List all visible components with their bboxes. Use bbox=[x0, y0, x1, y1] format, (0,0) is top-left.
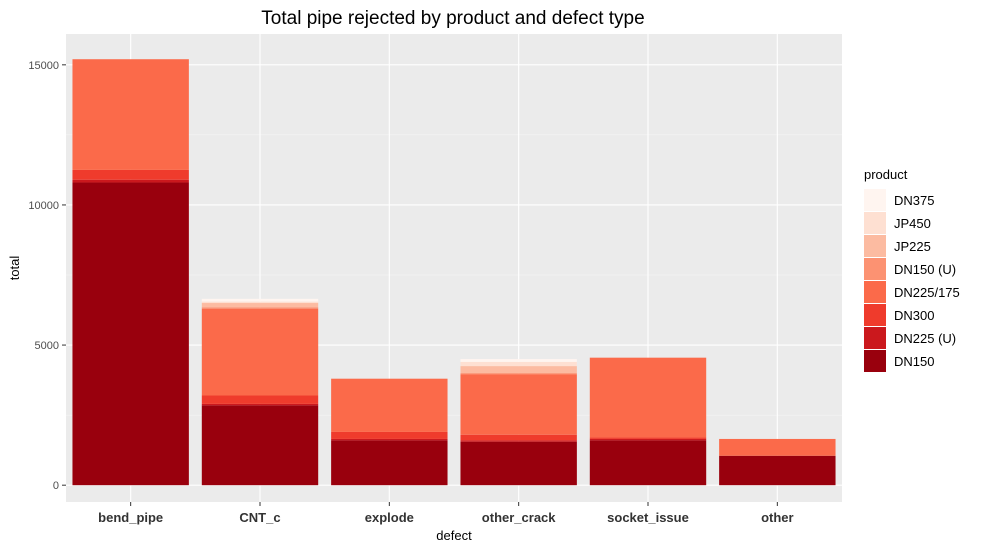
y-tick-label: 10000 bbox=[28, 200, 59, 212]
bar-segment bbox=[201, 307, 319, 309]
legend-items: DN375 JP450 JP225 DN150 (U) DN225/175 DN300 DN… bbox=[864, 189, 960, 372]
x-axis-title: defect bbox=[436, 528, 472, 543]
legend-label: JP225 bbox=[894, 239, 931, 254]
y-axis-title: total bbox=[7, 256, 22, 281]
bar-segment bbox=[589, 440, 707, 486]
legend-swatch bbox=[864, 235, 886, 257]
y-axis: 0 5000 10000 15000 bbox=[28, 60, 66, 492]
legend-swatch bbox=[864, 281, 886, 303]
x-tick-label: explode bbox=[365, 510, 414, 525]
bar-segment bbox=[331, 378, 448, 432]
legend-label: DN225/175 bbox=[894, 285, 960, 300]
bar-segment bbox=[460, 441, 577, 486]
legend-swatch bbox=[864, 350, 886, 372]
grid-minor bbox=[66, 134, 842, 416]
legend-label: DN150 (U) bbox=[894, 262, 956, 277]
bar-segment bbox=[72, 59, 189, 170]
legend-label: DN150 bbox=[894, 354, 934, 369]
bar-segment bbox=[589, 438, 707, 441]
bar-segment bbox=[719, 438, 836, 456]
chart-title: Total pipe rejected by product and defec… bbox=[261, 8, 644, 29]
bar-segment bbox=[201, 298, 319, 302]
bar-segment bbox=[460, 374, 577, 435]
legend-label: DN375 bbox=[894, 193, 934, 208]
y-tick-label: 15000 bbox=[28, 60, 59, 72]
x-tick-label: bend_pipe bbox=[98, 510, 163, 525]
bar-segment bbox=[589, 437, 707, 439]
legend-swatch bbox=[864, 327, 886, 349]
legend-swatch bbox=[864, 212, 886, 234]
bar-segment bbox=[460, 373, 577, 375]
legend-swatch bbox=[864, 189, 886, 211]
legend-label: DN225 (U) bbox=[894, 331, 956, 346]
y-tick-label: 0 bbox=[53, 480, 59, 492]
bar-segment bbox=[201, 303, 319, 308]
bar-segment bbox=[331, 431, 448, 439]
legend: product DN375 JP450 JP225 DN150 (U) DN225/17… bbox=[864, 167, 960, 372]
legend-label: DN300 bbox=[894, 308, 934, 323]
bar-segment bbox=[460, 366, 577, 374]
bar-segment bbox=[201, 301, 319, 304]
bar-segment bbox=[331, 440, 448, 486]
bar-segment bbox=[460, 440, 577, 442]
bar-segment bbox=[201, 403, 319, 406]
y-tick-label: 5000 bbox=[35, 340, 59, 352]
bar-segment bbox=[72, 169, 189, 180]
x-axis: bend_pipe CNT_c explode other_crack socket_i… bbox=[98, 502, 794, 525]
bar-segment bbox=[331, 438, 448, 441]
x-tick-label: other bbox=[761, 510, 794, 525]
x-tick-label: CNT_c bbox=[239, 510, 280, 525]
bar-segment bbox=[72, 182, 189, 486]
x-tick-label: socket_issue bbox=[607, 510, 689, 525]
bar-segment bbox=[201, 308, 319, 396]
legend-swatch bbox=[864, 304, 886, 326]
bars bbox=[72, 59, 836, 486]
bar-segment bbox=[589, 357, 707, 438]
plot-panel bbox=[66, 34, 842, 502]
bar-segment bbox=[460, 434, 577, 441]
bar-segment bbox=[460, 359, 577, 362]
bar-segment bbox=[460, 361, 577, 367]
bar-segment bbox=[201, 395, 319, 404]
bar-segment bbox=[201, 405, 319, 486]
legend-title: product bbox=[864, 167, 908, 182]
legend-swatch bbox=[864, 258, 886, 280]
legend-label: JP450 bbox=[894, 216, 931, 231]
bar-segment bbox=[72, 179, 189, 183]
bar-segment bbox=[719, 455, 836, 486]
x-tick-label: other_crack bbox=[482, 510, 556, 525]
